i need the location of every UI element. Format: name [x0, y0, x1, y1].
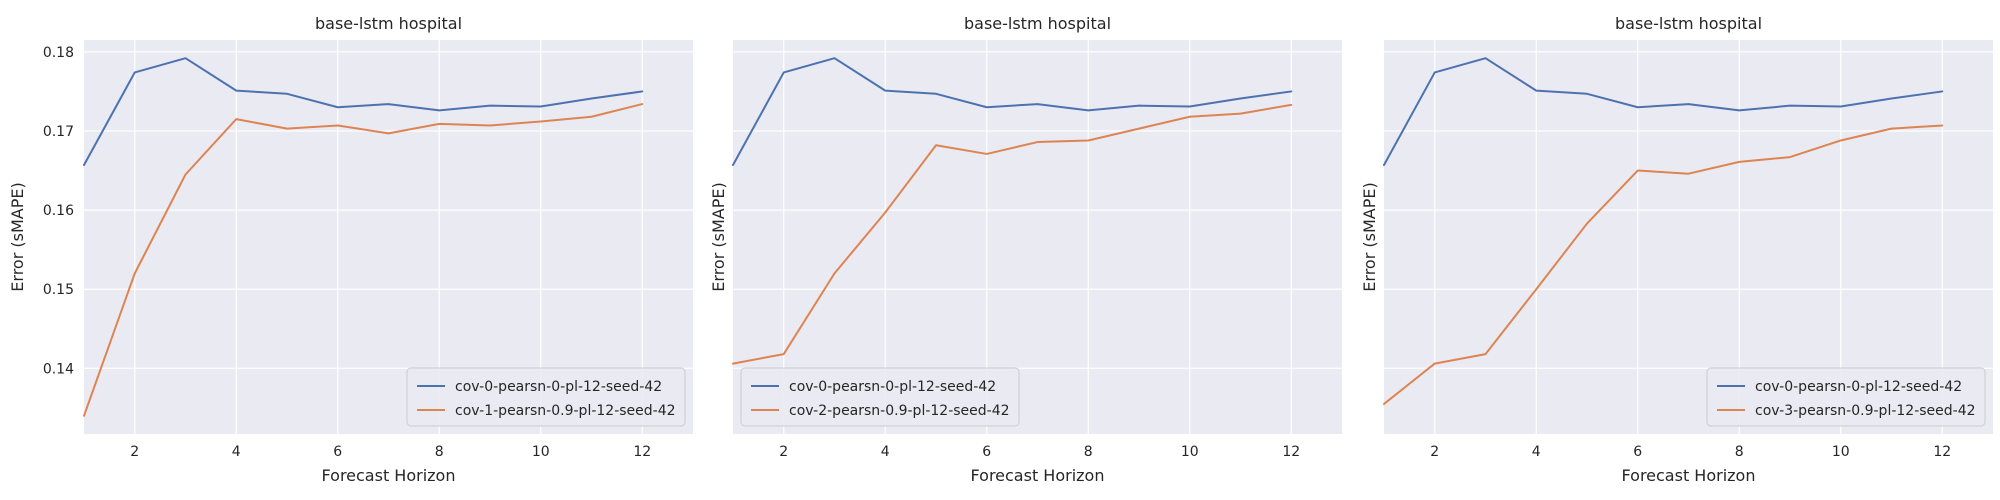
x-tick-label: 4: [1532, 444, 1541, 460]
y-tick-label: 0.18: [43, 45, 74, 61]
series-line-2: [732, 103, 1293, 365]
x-tick-label: 6: [1633, 444, 1642, 460]
x-tick-label: 8: [1735, 444, 1744, 460]
subplot-2: 2 4 6 8 10 12 base-lstm hospital Forecast Horiz…: [709, 14, 1342, 485]
x-tick-label: 12: [633, 444, 651, 460]
legend-entry: cov-0-pearsn-0-pl-12-seed-42: [455, 379, 662, 395]
series-line-2: [83, 103, 644, 417]
y-axis-label: Error (sMAPE): [8, 182, 27, 291]
x-tick-label: 6: [982, 444, 991, 460]
x-tick-label: 2: [130, 444, 139, 460]
legend-box: [406, 367, 686, 427]
legend-entry: cov-0-pearsn-0-pl-12-seed-42: [1755, 379, 1962, 395]
legend-entry: cov-1-pearsn-0.9-pl-12-seed-42: [455, 403, 676, 419]
x-tick-label: 2: [779, 444, 788, 460]
legend-entry: cov-0-pearsn-0-pl-12-seed-42: [789, 379, 996, 395]
legend: cov-0-pearsn-0-pl-12-seed-42 cov-1-pearsn…: [406, 367, 686, 427]
x-tick-label: 4: [232, 444, 241, 460]
x-axis-label: Forecast Horizon: [1622, 466, 1756, 485]
y-tick-label: 0.16: [43, 203, 74, 219]
x-tick-label: 10: [1181, 444, 1199, 460]
x-tick-label: 2: [1430, 444, 1439, 460]
x-tick-label: 10: [532, 444, 550, 460]
x-tick-label: 8: [1084, 444, 1093, 460]
x-tick-label: 4: [881, 444, 890, 460]
y-tick-label: 0.14: [43, 361, 74, 377]
x-axis-label: Forecast Horizon: [971, 466, 1105, 485]
x-axis-label: Forecast Horizon: [322, 466, 456, 485]
series-line-1: [1383, 57, 1944, 166]
x-tick-label: 10: [1832, 444, 1850, 460]
x-tick-label: 12: [1282, 444, 1300, 460]
legend-box: [740, 367, 1020, 427]
legend-entry: cov-2-pearsn-0.9-pl-12-seed-42: [789, 403, 1010, 419]
y-axis-label: Error (sMAPE): [1360, 182, 1379, 291]
series-line-2: [1383, 124, 1944, 405]
x-tick-label: 6: [333, 444, 342, 460]
series-line-1: [83, 57, 644, 166]
chart-title: base-lstm hospital: [964, 14, 1111, 33]
legend-entry: cov-3-pearsn-0.9-pl-12-seed-42: [1755, 403, 1976, 419]
x-tick-label: 12: [1933, 444, 1951, 460]
chart-title: base-lstm hospital: [1615, 14, 1762, 33]
series-line-1: [732, 57, 1293, 166]
y-tick-label: 0.15: [43, 282, 74, 298]
legend: cov-0-pearsn-0-pl-12-seed-42 cov-3-pearsn…: [1706, 367, 1986, 427]
subplot-3: 2 4 6 8 10 12 base-lstm hospital Forecast Horiz…: [1360, 14, 1993, 485]
y-tick-label: 0.17: [43, 124, 74, 140]
legend-box: [1706, 367, 1986, 427]
y-axis-label: Error (sMAPE): [709, 182, 728, 291]
subplot-1: 2 4 6 8 10 12 0.14 0.15 0.16 0.17 0.18 base-lstm ho…: [8, 14, 693, 485]
legend: cov-0-pearsn-0-pl-12-seed-42 cov-2-pearsn…: [740, 367, 1020, 427]
x-tick-label: 8: [435, 444, 444, 460]
chart-title: base-lstm hospital: [315, 14, 462, 33]
